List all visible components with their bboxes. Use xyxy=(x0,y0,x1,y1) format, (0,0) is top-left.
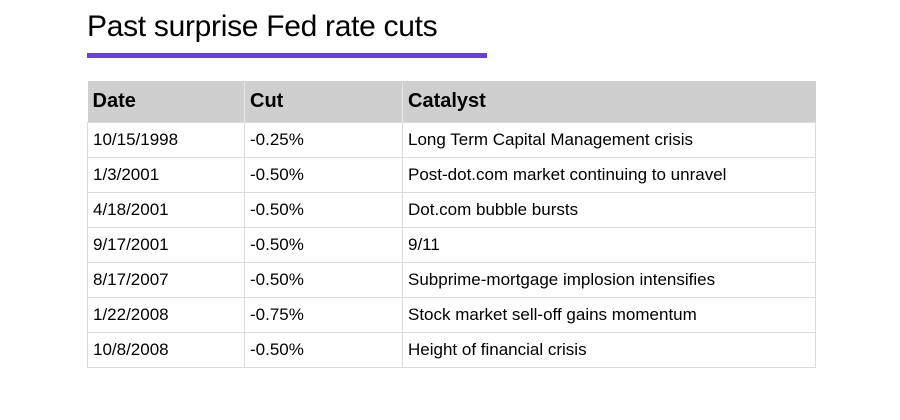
table-row: 10/15/1998 -0.25% Long Term Capital Mana… xyxy=(87,121,816,158)
cell-cut: -0.50% xyxy=(244,191,403,228)
table-header-row: Date Cut Catalyst xyxy=(87,81,816,122)
cell-date: 1/22/2008 xyxy=(87,296,245,333)
cell-date: 4/18/2001 xyxy=(87,191,245,228)
cell-cut: -0.50% xyxy=(244,331,403,368)
rate-cuts-table: Date Cut Catalyst 10/15/1998 -0.25% Long… xyxy=(87,81,816,368)
cell-catalyst: Stock market sell-off gains momentum xyxy=(402,296,816,333)
header-catalyst: Catalyst xyxy=(402,81,816,122)
cell-cut: -0.50% xyxy=(244,226,403,263)
header-date: Date xyxy=(87,81,245,122)
cell-cut: -0.50% xyxy=(244,156,403,193)
cell-catalyst: 9/11 xyxy=(402,226,816,263)
cell-cut: -0.25% xyxy=(244,121,403,158)
cell-date: 1/3/2001 xyxy=(87,156,245,193)
table-row: 1/22/2008 -0.75% Stock market sell-off g… xyxy=(87,296,816,333)
cell-cut: -0.50% xyxy=(244,261,403,298)
title-underline xyxy=(87,53,487,58)
page-title: Past surprise Fed rate cuts xyxy=(87,10,438,43)
table-row: 1/3/2001 -0.50% Post-dot.com market cont… xyxy=(87,156,816,193)
cell-catalyst: Post-dot.com market continuing to unrave… xyxy=(402,156,816,193)
cell-cut: -0.75% xyxy=(244,296,403,333)
cell-catalyst: Height of financial crisis xyxy=(402,331,816,368)
table-row: 4/18/2001 -0.50% Dot.com bubble bursts xyxy=(87,191,816,228)
cell-catalyst: Dot.com bubble bursts xyxy=(402,191,816,228)
table-row: 9/17/2001 -0.50% 9/11 xyxy=(87,226,816,263)
table-row: 8/17/2007 -0.50% Subprime-mortgage implo… xyxy=(87,261,816,298)
cell-date: 10/8/2008 xyxy=(87,331,245,368)
cell-date: 8/17/2007 xyxy=(87,261,245,298)
cell-date: 10/15/1998 xyxy=(87,121,245,158)
cell-date: 9/17/2001 xyxy=(87,226,245,263)
cell-catalyst: Subprime-mortgage implosion intensifies xyxy=(402,261,816,298)
header-cut: Cut xyxy=(244,81,403,122)
table-row: 10/8/2008 -0.50% Height of financial cri… xyxy=(87,331,816,368)
cell-catalyst: Long Term Capital Management crisis xyxy=(402,121,816,158)
